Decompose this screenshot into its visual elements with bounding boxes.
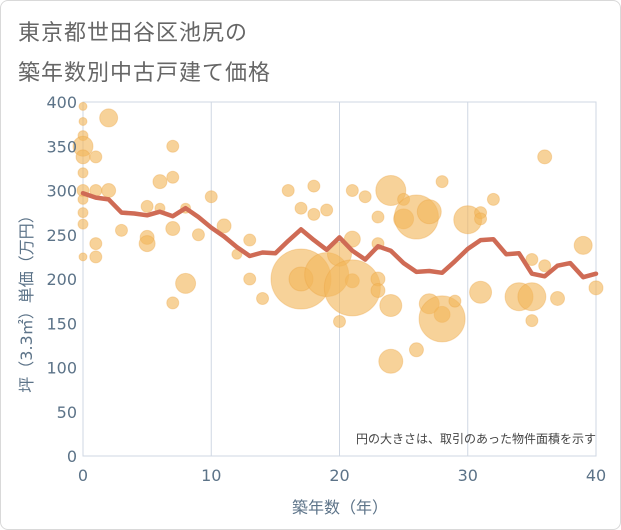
data-bubble bbox=[114, 223, 128, 237]
data-bubble bbox=[469, 280, 493, 304]
data-bubble bbox=[379, 294, 403, 318]
data-bubble bbox=[370, 283, 386, 299]
data-bubble bbox=[165, 221, 181, 237]
data-bubble bbox=[448, 294, 462, 308]
data-bubble bbox=[89, 250, 103, 264]
data-bubble bbox=[345, 184, 359, 197]
data-bubble bbox=[101, 183, 117, 198]
x-tick-label: 20 bbox=[329, 466, 349, 485]
data-bubble bbox=[408, 342, 424, 358]
y-axis-label: 坪（3.3㎡）単価（万円） bbox=[17, 207, 36, 392]
data-bubble bbox=[550, 290, 566, 306]
data-bubble bbox=[588, 280, 604, 296]
data-bubble bbox=[537, 149, 553, 165]
data-bubble bbox=[191, 228, 205, 242]
data-bubble bbox=[517, 282, 547, 312]
y-tick-label: 300 bbox=[46, 182, 77, 201]
data-bubble bbox=[307, 179, 321, 193]
y-tick-label: 0 bbox=[67, 447, 77, 466]
data-bubble bbox=[78, 252, 88, 262]
data-bubble bbox=[486, 192, 500, 206]
data-bubble bbox=[138, 235, 156, 253]
data-bubble bbox=[538, 259, 552, 273]
data-bubble bbox=[89, 150, 103, 164]
data-bubble bbox=[75, 149, 91, 165]
data-bubble bbox=[294, 201, 308, 215]
x-axis-label: 築年数（年） bbox=[292, 498, 388, 517]
data-bubble bbox=[256, 291, 270, 305]
data-bubble bbox=[243, 233, 257, 247]
x-tick-label: 10 bbox=[201, 466, 221, 485]
x-tick-label: 40 bbox=[586, 466, 606, 485]
data-bubble bbox=[307, 207, 321, 221]
y-tick-label: 150 bbox=[46, 314, 77, 333]
data-bubble bbox=[216, 218, 232, 234]
trend-line-layer bbox=[80, 190, 599, 280]
data-bubble bbox=[152, 174, 168, 190]
bubble-size-note: 円の大きさは、取引のあった物件面積を示す bbox=[356, 431, 596, 446]
y-tick-label: 200 bbox=[46, 270, 77, 289]
data-bubble bbox=[166, 296, 180, 310]
data-bubble bbox=[204, 190, 218, 204]
data-bubble bbox=[435, 175, 449, 189]
data-bubble bbox=[281, 184, 295, 197]
data-bubble bbox=[474, 212, 488, 226]
data-bubble bbox=[175, 272, 197, 294]
data-bubble bbox=[78, 116, 88, 126]
data-bubble bbox=[99, 108, 119, 128]
data-bubble bbox=[333, 314, 346, 328]
data-bubble bbox=[77, 218, 89, 230]
x-tick-label: 0 bbox=[78, 466, 88, 485]
data-bubble bbox=[166, 139, 180, 153]
data-bubble bbox=[371, 210, 385, 224]
data-bubble bbox=[358, 190, 372, 204]
y-tick-label: 400 bbox=[46, 93, 77, 112]
data-bubble bbox=[320, 203, 334, 217]
data-bubble bbox=[166, 170, 180, 184]
data-bubble bbox=[89, 237, 103, 251]
data-bubble bbox=[78, 101, 88, 111]
data-bubble bbox=[140, 199, 154, 213]
x-tick-label: 30 bbox=[458, 466, 478, 485]
chart-title-line2: 築年数別中古戸建て価格 bbox=[18, 61, 272, 86]
data-bubble bbox=[378, 348, 404, 374]
data-bubble bbox=[77, 207, 89, 219]
y-tick-label: 50 bbox=[57, 403, 77, 422]
y-tick-label: 100 bbox=[46, 359, 77, 378]
average-price-line bbox=[80, 190, 599, 280]
y-tick-label: 250 bbox=[46, 226, 77, 245]
y-tick-label: 350 bbox=[46, 137, 77, 156]
data-bubble bbox=[416, 199, 442, 225]
data-bubble bbox=[573, 235, 593, 255]
data-bubble bbox=[525, 253, 539, 267]
data-bubble bbox=[525, 314, 539, 328]
data-bubble bbox=[77, 167, 89, 179]
bubble-layer bbox=[72, 101, 604, 374]
data-bubble bbox=[418, 295, 466, 343]
chart-title-line1: 東京都世田谷区池尻の bbox=[18, 21, 249, 46]
data-bubble bbox=[243, 272, 257, 286]
